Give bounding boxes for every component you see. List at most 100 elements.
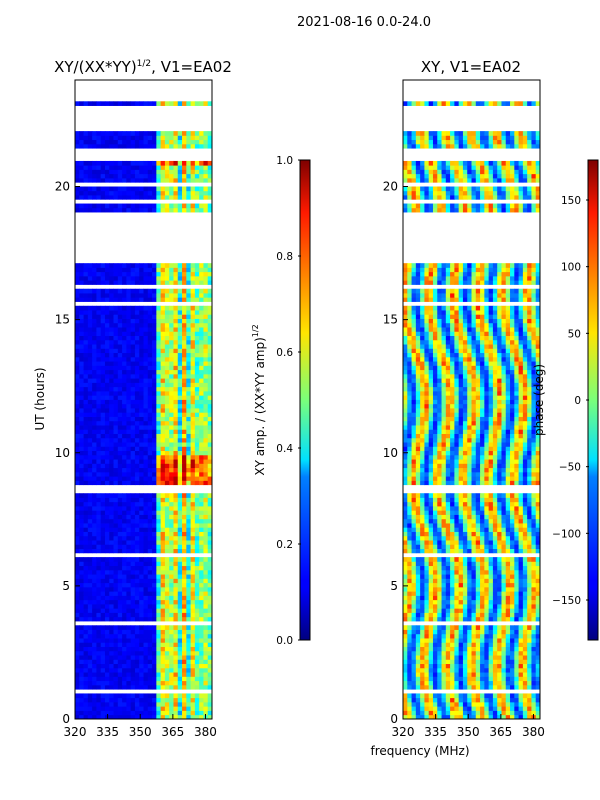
heatmap-cell [518, 574, 524, 579]
heatmap-cell [497, 642, 502, 647]
heatmap-cell [130, 267, 136, 273]
heatmap-cell [475, 582, 481, 588]
heatmap-cell [143, 608, 149, 613]
heatmap-cell [437, 586, 442, 592]
heatmap-cell [96, 625, 102, 630]
heatmap-cell [75, 655, 80, 660]
heatmap-cell [156, 471, 162, 477]
heatmap-cell [156, 207, 162, 213]
heatmap-cell [471, 676, 477, 682]
heatmap-cell [117, 335, 123, 341]
heatmap-cell [75, 676, 80, 682]
heatmap-cell [147, 382, 153, 388]
heatmap-cell [182, 684, 187, 690]
heatmap-cell [117, 339, 123, 345]
heatmap-cell [177, 165, 183, 170]
heatmap-cell [169, 399, 174, 405]
heatmap-cell [113, 450, 119, 456]
heatmap-cell [134, 390, 140, 396]
heatmap-cell [186, 565, 191, 571]
heatmap-cell [109, 459, 114, 464]
heatmap-cell [152, 608, 157, 613]
heatmap-cell [79, 603, 84, 609]
heatmap-cell [475, 608, 481, 613]
heatmap-cell [186, 425, 191, 430]
heatmap-cell [186, 476, 191, 481]
heatmap-cell [130, 633, 136, 639]
heatmap-cell [415, 616, 421, 622]
heatmap-cell [484, 646, 490, 652]
heatmap-cell [194, 339, 200, 345]
heatmap-cell [194, 514, 200, 520]
heatmap-cell [190, 633, 196, 639]
heatmap-cell [424, 599, 430, 605]
heatmap-cell [113, 190, 119, 196]
heatmap-cell [194, 471, 200, 477]
heatmap-cell [126, 561, 132, 567]
heatmap-cell [117, 186, 123, 192]
heatmap-cell [522, 569, 528, 575]
heatmap-cell [79, 540, 84, 545]
heatmap-cell [203, 638, 209, 643]
heatmap-cell [156, 518, 162, 524]
heatmap-cell [134, 672, 140, 677]
heatmap-cell [134, 629, 140, 635]
heatmap-cell [122, 190, 127, 196]
heatmap-cell [130, 395, 136, 400]
heatmap-cell [488, 586, 494, 592]
heatmap-cell [122, 293, 127, 298]
heatmap-cell [79, 348, 84, 354]
heatmap-cell [403, 633, 408, 639]
heatmap-cell [96, 514, 102, 520]
heatmap-cell [471, 625, 477, 630]
heatmap-cell [126, 335, 132, 341]
heatmap-cell [182, 510, 187, 515]
heatmap-cell [484, 569, 490, 575]
heatmap-cell [156, 335, 162, 341]
heatmap-cell [199, 603, 204, 609]
heatmap-cell [432, 608, 438, 613]
heatmap-cell [147, 365, 153, 371]
heatmap-cell [194, 476, 200, 481]
heatmap-cell [203, 663, 209, 669]
heatmap-cell [177, 135, 183, 141]
heatmap-cell [96, 476, 102, 481]
heatmap-cell [117, 143, 123, 149]
heatmap-cell [152, 599, 157, 605]
heatmap-cell [147, 386, 153, 392]
heatmap-cell [177, 437, 183, 443]
heatmap-cell [156, 625, 162, 630]
heatmap-cell [117, 642, 123, 647]
heatmap-cell [122, 275, 127, 281]
heatmap-cell [514, 616, 519, 622]
heatmap-cell [113, 663, 119, 669]
heatmap-cell [428, 595, 434, 601]
heatmap-cell [445, 574, 451, 579]
heatmap-cell [492, 612, 498, 618]
heatmap-cell [432, 591, 438, 596]
heatmap-cell [117, 467, 123, 473]
heatmap-cell [186, 655, 191, 660]
heatmap-cell [79, 497, 84, 503]
heatmap-cell [126, 177, 132, 183]
heatmap-cell [87, 548, 93, 554]
heatmap-cell [92, 569, 97, 575]
heatmap-cell [403, 684, 408, 690]
heatmap-cell [113, 169, 119, 175]
heatmap-cell [96, 378, 102, 383]
heatmap-cell [432, 710, 438, 716]
heatmap-cell [173, 348, 179, 354]
heatmap-cell [126, 476, 132, 481]
heatmap-cell [475, 565, 481, 571]
heatmap-cell [450, 603, 455, 609]
heatmap-cell [169, 684, 174, 690]
heatmap-cell [169, 408, 174, 413]
heatmap-cell [152, 322, 157, 328]
heatmap-cell [467, 706, 472, 711]
heatmap-cell [83, 395, 89, 400]
heatmap-cell [139, 646, 144, 652]
heatmap-cell [130, 514, 136, 520]
heatmap-cell [79, 318, 84, 324]
heatmap-cell [96, 480, 102, 486]
heatmap-cell [83, 510, 89, 515]
